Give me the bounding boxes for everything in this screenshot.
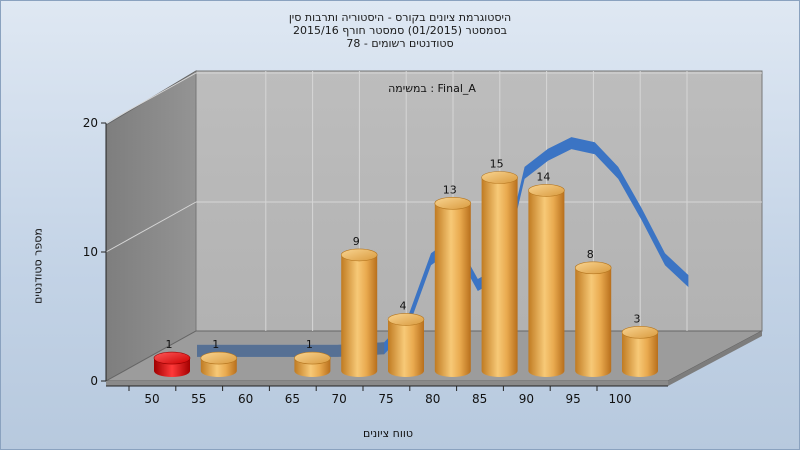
bar-label-95: 8 [587,248,594,261]
bar-85 [481,171,518,377]
x-tick-label: 50 [144,392,159,406]
bar-body [575,267,612,377]
bar-label-90: 14 [536,170,550,183]
bar-95 [574,261,612,377]
bar-body [434,203,471,377]
back-wall [195,70,763,332]
bar-70 [340,248,378,377]
y-tick-label: 10 [83,245,98,259]
floor-front-edge [106,381,668,386]
bar-label-75: 4 [400,299,407,312]
bar-label-85: 15 [490,158,504,171]
x-tick-label: 95 [566,392,581,406]
bar-top [621,325,659,339]
x-tick-label: 85 [472,392,487,406]
bar-top [153,351,191,365]
x-tick-label: 70 [332,392,347,406]
x-axis: 50 55 60 65 70 75 80 85 90 95 100 [106,385,668,406]
bar-body [528,190,565,377]
bar-body [341,254,378,377]
x-tick-label: 60 [238,392,253,406]
bar-55 [200,351,238,377]
x-tick-label: 100 [609,392,632,406]
bar-body [481,177,518,377]
bar-top [340,248,378,262]
y-axis-title: מספר סטודנטים [31,228,45,304]
bar-body [622,332,658,377]
side-grid-line-20 [105,72,197,124]
title-line-2: בסמסטר (01/2015) סמסטר חורף 2015/16 [293,24,507,37]
x-axis-title: טווח ציונים [363,427,413,440]
bar-80 [434,197,472,377]
bar-top [200,351,238,365]
curve-shadow [197,342,385,357]
bar-top [481,171,518,184]
chart-annotation: במשימה : Final_A [388,82,476,95]
bar-label-100: 3 [634,312,641,325]
right-edge [668,331,762,386]
side-grid-line-10 [105,201,197,253]
bar-65 [294,351,331,377]
x-tick-label: 80 [425,392,440,406]
bar-label-65: 1 [306,338,313,351]
x-tick-label: 55 [191,392,206,406]
x-tick-label: 90 [519,392,534,406]
bar-50 [153,351,191,377]
data-labels: 1 1 1 9 4 13 15 14 8 3 [166,158,641,352]
side-wall [105,70,197,382]
bars [153,171,659,377]
title-line-1: היסטוגרמת ציונים בקורס - היסטוריה ותרבות… [288,11,512,24]
bar-top [528,184,565,197]
x-tick-label: 65 [285,392,300,406]
bar-top [434,197,472,210]
y-axis: 0 10 20 [83,116,107,388]
bar-90 [528,184,565,377]
y-tick-label: 0 [90,374,98,388]
bar-75 [387,313,425,377]
bar-body [388,319,424,377]
bar-label-50: 1 [166,338,173,351]
bar-top [294,351,331,365]
bar-label-80: 13 [443,183,457,196]
bar-top [387,313,425,326]
bar-top [574,261,612,275]
title-line-3: סטודנטים רשומים - 78 [346,37,454,50]
bar-label-70: 9 [353,235,360,248]
bar-label-55: 1 [212,338,219,351]
bar-100 [621,325,659,377]
y-tick-label: 20 [83,116,98,130]
chart-title: היסטוגרמת ציונים בקורס - היסטוריה ותרבות… [0,11,800,50]
x-tick-label: 75 [378,392,393,406]
